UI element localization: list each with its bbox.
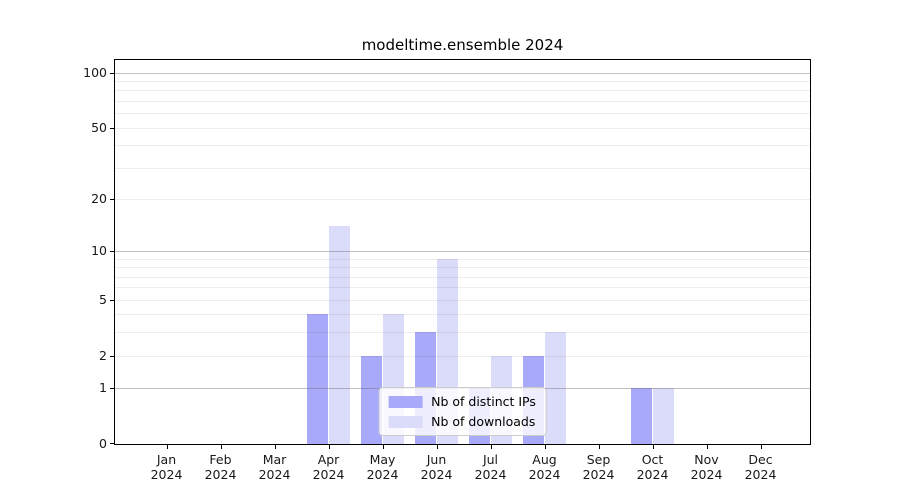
x-tick-mark-oct: [652, 444, 654, 449]
x-tick-label-apr: Apr 2024: [312, 452, 345, 482]
x-tick-label-aug: Aug 2024: [528, 452, 561, 482]
y-tick-mark-50: [110, 127, 114, 129]
gridline-minor-40: [115, 145, 810, 147]
y-tick-label-1: 1: [99, 380, 107, 396]
bar-downloads-oct: [652, 388, 675, 444]
gridline-minor-6: [115, 287, 810, 289]
x-tick-label-jun: Jun 2024: [420, 452, 453, 482]
gridline-minor-70: [115, 100, 810, 102]
y-tick-label-10: 10: [91, 242, 107, 258]
gridline-minor-50: [115, 127, 810, 129]
legend-swatch-downloads-icon: [388, 415, 423, 428]
x-tick-mark-sep: [598, 444, 600, 449]
x-tick-label-jan: Jan 2024: [150, 452, 183, 482]
gridline-minor-8: [115, 267, 810, 269]
bar-downloads-apr: [328, 226, 351, 444]
x-tick-label-jul: Jul 2024: [474, 452, 507, 482]
x-tick-mark-jul: [490, 444, 492, 449]
gridline-minor-80: [115, 90, 810, 92]
y-tick-mark-2: [110, 355, 114, 357]
legend-item-distinct-ips: Nb of distinct IPs: [388, 394, 536, 409]
gridline-major-100: [115, 72, 810, 74]
gridline-minor-20: [115, 198, 810, 200]
y-tick-mark-1: [110, 388, 114, 390]
x-tick-mark-jun: [436, 444, 438, 449]
y-tick-label-100: 100: [83, 64, 107, 80]
gridline-minor-60: [115, 113, 810, 115]
gridline-major-10: [115, 250, 810, 252]
x-tick-mark-feb: [220, 444, 222, 449]
y-tick-mark-10: [110, 250, 114, 252]
y-tick-mark-5: [110, 299, 114, 301]
gridline-minor-4: [115, 314, 810, 316]
y-tick-mark-20: [110, 198, 114, 200]
y-tick-mark-0: [110, 443, 114, 444]
x-tick-label-mar: Mar 2024: [258, 452, 291, 482]
x-tick-label-dec: Dec 2024: [744, 452, 777, 482]
x-tick-mark-aug: [544, 444, 546, 449]
legend-label-distinct-ips: Nb of distinct IPs: [431, 394, 536, 409]
y-tick-label-2: 2: [99, 347, 107, 363]
bar-distinct-ips-may: [360, 355, 383, 444]
gridline-minor-90: [115, 80, 810, 82]
y-tick-label-20: 20: [91, 190, 107, 206]
bar-distinct-ips-apr: [306, 314, 329, 444]
x-tick-mark-mar: [274, 444, 276, 449]
x-tick-mark-nov: [706, 444, 708, 449]
bar-downloads-aug: [544, 332, 567, 444]
x-tick-mark-jan: [166, 444, 168, 449]
x-tick-label-feb: Feb 2024: [204, 452, 237, 482]
x-tick-mark-apr: [328, 444, 330, 449]
x-tick-label-nov: Nov 2024: [690, 452, 723, 482]
y-tick-label-5: 5: [99, 291, 107, 307]
y-tick-mark-100: [110, 72, 114, 74]
gridline-minor-7: [115, 276, 810, 278]
bar-distinct-ips-oct: [630, 388, 653, 444]
x-tick-label-may: May 2024: [366, 452, 399, 482]
x-tick-label-sep: Sep 2024: [582, 452, 615, 482]
gridline-minor-30: [115, 167, 810, 169]
gridline-minor-9: [115, 258, 810, 260]
gridline-minor-5: [115, 299, 810, 301]
gridline-minor-3: [115, 332, 810, 334]
x-tick-mark-may: [382, 444, 384, 449]
x-tick-mark-dec: [760, 444, 762, 449]
x-tick-label-oct: Oct 2024: [636, 452, 669, 482]
legend-swatch-distinct-ips-icon: [388, 395, 423, 408]
chart-title: modeltime.ensemble 2024: [361, 36, 564, 54]
legend: Nb of distinct IPs Nb of downloads: [378, 387, 547, 436]
plot-area: Nb of distinct IPs Nb of downloads 0 1 2 5 1…: [83, 59, 811, 482]
legend-item-downloads: Nb of downloads: [388, 414, 536, 429]
legend-label-downloads: Nb of downloads: [431, 414, 536, 429]
y-tick-label-50: 50: [91, 119, 107, 135]
gridline-minor-2: [115, 355, 810, 357]
y-tick-label-0: 0: [99, 436, 107, 451]
